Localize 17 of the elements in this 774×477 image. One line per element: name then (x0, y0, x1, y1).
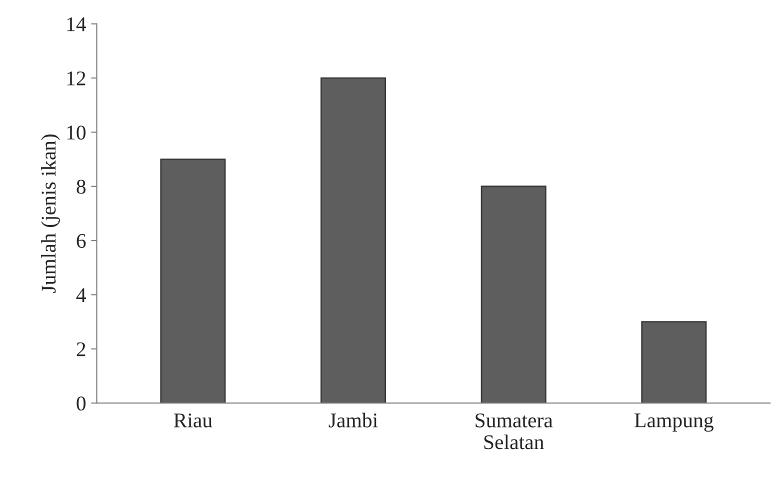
y-tick-label: 2 (76, 342, 86, 356)
y-tick-label: 0 (76, 396, 86, 410)
y-tick-label: 14 (67, 17, 86, 32)
bar (160, 158, 226, 404)
x-tick-label: Jambi (328, 412, 378, 428)
y-tick-label: 8 (76, 180, 86, 194)
y-axis-title: Jumlah (jenis ikan) (41, 134, 60, 293)
bar (641, 321, 707, 404)
x-tick-label: Riau (174, 413, 212, 428)
bar (480, 186, 546, 404)
bar (320, 77, 386, 404)
x-tick-label: Sumatera Selatan (476, 413, 553, 450)
y-tick-label: 4 (76, 288, 86, 302)
y-tick-label: 6 (76, 234, 86, 248)
y-tick-label: 12 (67, 71, 86, 86)
x-tick-label: Lampung (634, 414, 714, 432)
y-tick-label: 10 (67, 126, 86, 140)
